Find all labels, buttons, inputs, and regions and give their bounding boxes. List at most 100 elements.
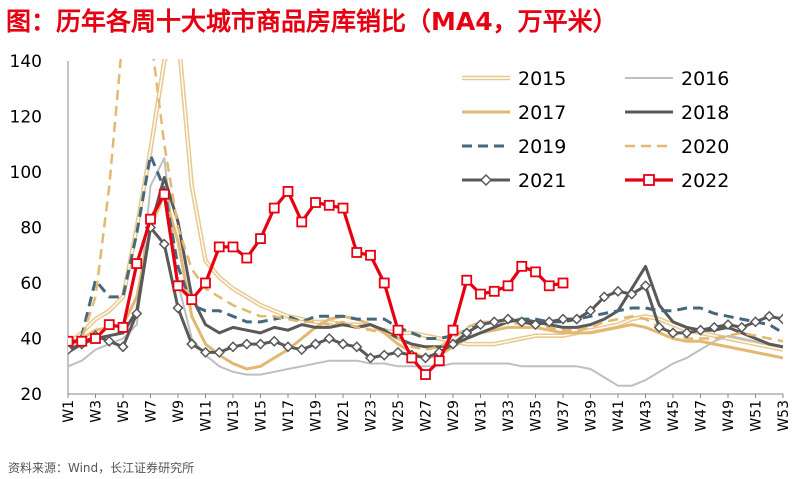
point-2021 — [777, 313, 783, 325]
point-2021 — [364, 352, 377, 364]
point-2021 — [736, 321, 748, 333]
point-2021 — [268, 335, 280, 347]
chart-title: 图：历年各周十大城市商品房库销比（MA4，万平米） — [6, 7, 618, 36]
point-2022 — [323, 199, 335, 211]
x-tick-label: W47 — [694, 400, 710, 432]
point-2022 — [172, 280, 184, 292]
series-line-2016 — [68, 157, 783, 387]
point-2022 — [530, 266, 541, 278]
legend-label: 2021 — [518, 170, 566, 192]
point-2022 — [310, 197, 321, 208]
series-2016 — [68, 157, 783, 387]
legend-label: 2020 — [681, 136, 729, 158]
point-2022 — [378, 277, 390, 289]
series-layer — [68, 59, 783, 387]
series-line-2019 — [68, 153, 783, 348]
legend-marker — [479, 173, 493, 187]
chart-legend: 2015 2016 2017 2018 2019 2020 2021 2022 — [462, 68, 729, 192]
x-tick-label: W1 — [61, 400, 77, 423]
point-2021 — [584, 305, 597, 317]
point-2022 — [186, 294, 198, 306]
point-2022 — [557, 277, 569, 289]
y-tick-label: 40 — [20, 330, 42, 350]
x-tick-label: W11 — [199, 400, 215, 432]
legend-label: 2015 — [518, 68, 566, 90]
x-tick-label: W5 — [116, 400, 132, 423]
x-tick-label: W7 — [144, 400, 160, 423]
point-2021 — [488, 316, 500, 328]
x-tick-label: W37 — [556, 400, 572, 432]
x-tick-label: W27 — [419, 400, 435, 432]
x-tick-label: W39 — [584, 400, 600, 432]
y-tick-label: 100 — [10, 163, 42, 183]
point-2022 — [68, 335, 74, 347]
series-line-inner-2015 — [68, 59, 783, 351]
point-2022 — [543, 280, 555, 292]
point-2022 — [392, 324, 404, 336]
point-2022 — [117, 321, 129, 333]
point-2021 — [351, 341, 363, 353]
point-2021 — [419, 352, 432, 364]
series-2015 — [68, 59, 783, 352]
point-2021 — [502, 313, 514, 325]
point-2021 — [337, 338, 349, 350]
x-tick-label: W23 — [364, 400, 380, 432]
point-2021 — [557, 313, 569, 325]
series-2022 — [68, 186, 569, 380]
point-2021 — [474, 319, 487, 331]
point-2022 — [516, 260, 528, 272]
x-tick-label: W49 — [721, 400, 737, 432]
x-tick-label: W53 — [776, 400, 792, 432]
legend-label: 2017 — [518, 102, 566, 124]
legend-label: 2019 — [518, 136, 566, 158]
legend-label: 2018 — [681, 102, 729, 124]
x-tick-label: W15 — [254, 400, 270, 432]
x-tick-label: W33 — [501, 400, 517, 432]
point-2022 — [351, 247, 363, 258]
point-2021 — [172, 302, 184, 314]
x-tick-label: W25 — [391, 400, 407, 432]
point-2022 — [433, 355, 445, 367]
legend-item-2022: 2022 — [625, 170, 729, 192]
point-2021 — [598, 291, 610, 303]
point-2022 — [241, 252, 253, 264]
point-2021 — [447, 338, 459, 350]
legend-label: 2016 — [681, 68, 729, 90]
legend-item-2016: 2016 — [625, 68, 729, 90]
point-2021 — [158, 238, 170, 250]
x-tick-label: W31 — [474, 400, 490, 432]
x-tick-label: W45 — [666, 400, 682, 432]
y-tick-label: 120 — [10, 108, 42, 128]
x-tick-label: W43 — [639, 400, 655, 432]
point-2021 — [68, 344, 74, 356]
point-2021 — [117, 341, 129, 353]
point-2022 — [255, 233, 266, 245]
point-2021 — [392, 346, 404, 358]
point-2021 — [571, 313, 583, 325]
point-2021 — [708, 321, 720, 333]
point-2022 — [282, 186, 294, 197]
point-2021 — [543, 316, 555, 328]
point-2021 — [282, 341, 294, 353]
chart-axes: 20 40 60 80 100 120 140 W1 W3 W5 W7 W9 W11 W13 W15 W17 W… — [10, 52, 792, 432]
x-tick-label: W41 — [611, 400, 627, 432]
point-2022 — [76, 335, 88, 347]
point-2021 — [529, 319, 542, 331]
point-2022 — [447, 324, 459, 336]
point-2022 — [131, 258, 143, 269]
point-2022 — [158, 188, 170, 200]
point-2021 — [103, 335, 115, 347]
point-2021 — [626, 288, 638, 300]
y-tick-label: 60 — [20, 274, 42, 294]
point-2022 — [90, 333, 101, 344]
point-2021 — [639, 280, 652, 292]
point-2021 — [309, 338, 322, 350]
point-2021 — [681, 327, 693, 339]
point-2021 — [722, 319, 734, 331]
point-2022 — [296, 216, 308, 228]
x-tick-label: W17 — [281, 400, 297, 432]
point-2022 — [461, 274, 473, 286]
y-tick-label: 140 — [10, 52, 42, 72]
point-2021 — [694, 324, 707, 336]
